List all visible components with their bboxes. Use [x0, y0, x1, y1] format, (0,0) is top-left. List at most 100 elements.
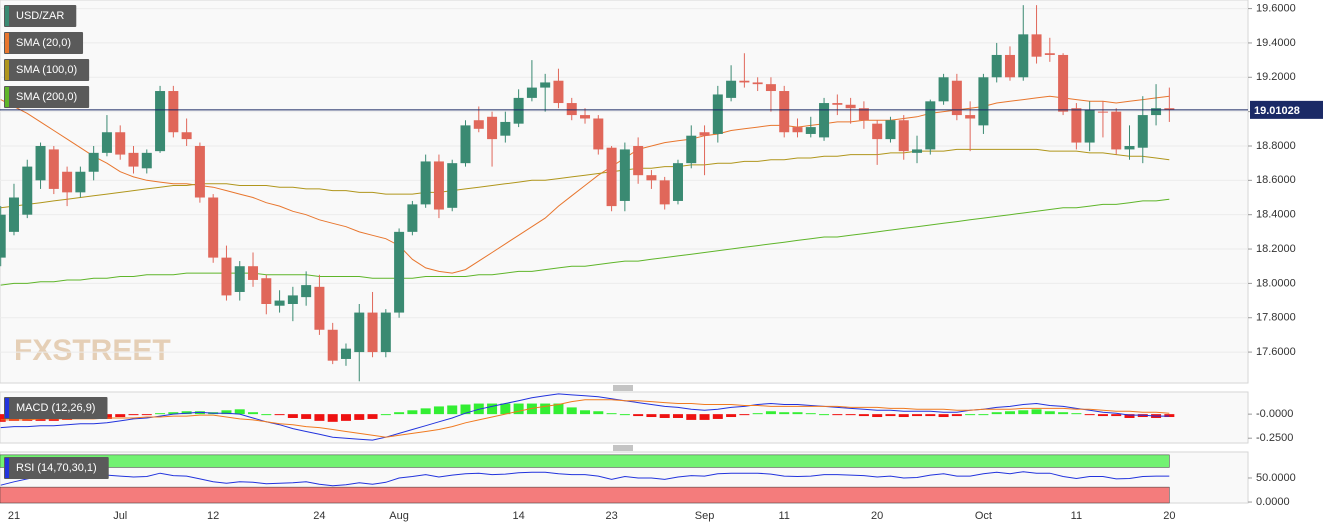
histogram-bar: [1124, 414, 1135, 418]
x-tick-label: 12: [207, 510, 219, 522]
histogram-bar: [726, 414, 737, 418]
candle-body: [1018, 34, 1029, 78]
candle-body: [101, 132, 112, 153]
x-tick-label: 11: [1071, 510, 1082, 522]
histogram-bar: [633, 414, 644, 417]
candle-body: [194, 145, 205, 198]
legend-entry: MACD (12,26,9): [4, 397, 108, 419]
candle-body: [1097, 111, 1108, 113]
histogram-bar: [287, 414, 298, 418]
histogram-bar: [606, 413, 617, 415]
histogram-bar: [354, 414, 365, 420]
legend-swatch: [5, 6, 9, 26]
histogram-bar: [1018, 410, 1029, 415]
histogram-bar: [845, 414, 856, 416]
candle-body: [208, 197, 219, 258]
candle-body: [951, 80, 962, 116]
candle-body: [407, 204, 418, 232]
y-tick-label: 50.0000: [1256, 472, 1296, 484]
histogram-bar: [248, 412, 259, 415]
histogram-bar: [115, 414, 126, 418]
candle-body: [978, 77, 989, 126]
histogram-bar: [261, 414, 272, 416]
y-tick-label: 19.4000: [1256, 37, 1296, 49]
candle-body: [394, 231, 405, 313]
histogram-bar: [168, 412, 179, 415]
candle-body: [779, 91, 790, 133]
histogram-bar: [925, 414, 936, 417]
histogram-bar: [593, 411, 604, 415]
histogram-bar: [0, 414, 6, 422]
candle-body: [858, 108, 869, 121]
histogram-bar: [858, 414, 869, 417]
legend-box: [4, 5, 77, 27]
histogram-bar: [672, 414, 683, 418]
histogram-bar: [367, 414, 378, 419]
candle-body: [287, 295, 298, 304]
candle-body: [513, 97, 524, 124]
rsi-band: [0, 486, 1170, 504]
candle-body: [659, 180, 670, 205]
candle-body: [447, 163, 458, 208]
histogram-bar: [752, 413, 763, 415]
candle-body: [88, 152, 99, 172]
candle-body: [686, 135, 697, 164]
candle-body: [1044, 53, 1055, 55]
candle-body: [792, 127, 803, 133]
candle-body: [327, 329, 338, 361]
last-price-label: 19.01028: [1254, 105, 1300, 117]
histogram-bar: [301, 414, 312, 419]
candle-body: [1111, 111, 1122, 150]
candle-body: [752, 82, 763, 85]
candle-body: [35, 145, 46, 181]
histogram-bar: [699, 414, 710, 420]
legend-box: [4, 59, 90, 81]
candle-body: [566, 103, 577, 116]
candle-body: [1031, 34, 1042, 57]
histogram-bar: [739, 414, 750, 416]
histogram-bar: [1071, 413, 1082, 415]
candle-body: [1004, 54, 1015, 78]
histogram-bar: [128, 414, 139, 416]
y-tick-label: 18.0000: [1256, 277, 1296, 289]
candle-body: [274, 300, 285, 306]
candle-body: [420, 161, 431, 205]
histogram-bar: [965, 414, 976, 416]
legend-box: [4, 397, 108, 419]
candle-body: [938, 77, 949, 102]
candle-body: [473, 120, 484, 129]
x-tick-label: 20: [1163, 510, 1175, 522]
candle-body: [593, 118, 604, 150]
candle-body: [248, 266, 259, 280]
candle-body: [460, 125, 471, 164]
histogram-bar: [407, 410, 418, 415]
legend-entry: SMA (200,0): [4, 86, 90, 108]
histogram-bar: [912, 414, 923, 417]
histogram-bar: [1084, 414, 1095, 416]
candle-body: [872, 123, 883, 140]
x-tick-label: 20: [871, 510, 883, 522]
histogram-bar: [1044, 411, 1055, 415]
candle-body: [765, 84, 776, 92]
histogram-bar: [1058, 412, 1069, 415]
candle-body: [234, 266, 245, 292]
histogram-bar: [686, 414, 697, 420]
candle-body: [965, 115, 976, 119]
candle-body: [301, 285, 312, 298]
candle-body: [712, 94, 723, 134]
histogram-bar: [1164, 414, 1175, 418]
candle-body: [181, 132, 192, 140]
y-tick-label: 18.2000: [1256, 243, 1296, 255]
candle-body: [739, 80, 750, 83]
histogram-bar: [619, 414, 630, 416]
legend-label: SMA (20,0): [16, 37, 71, 49]
x-tick-label: 11: [779, 510, 790, 522]
macd-panel: [0, 391, 1249, 444]
histogram-bar: [380, 414, 391, 416]
candle-body: [553, 80, 564, 104]
legend-swatch: [5, 60, 9, 80]
histogram-bar: [885, 414, 896, 417]
histogram-bar: [500, 403, 511, 415]
x-tick-label: 24: [313, 510, 325, 522]
